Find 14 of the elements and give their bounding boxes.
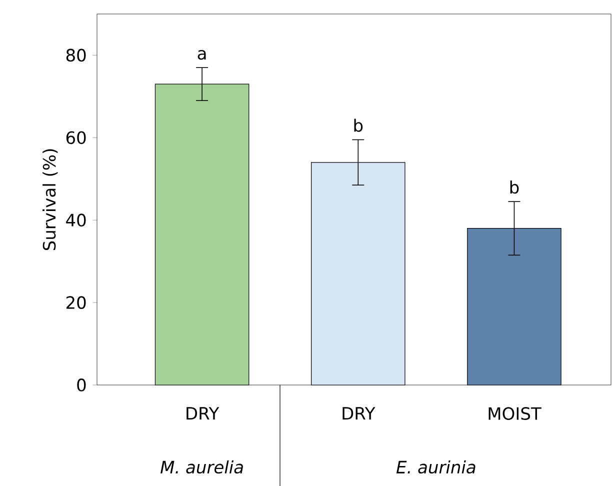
y-tick-label: 0 <box>77 378 86 392</box>
text: E. aurinia <box>396 460 476 474</box>
annotation: b <box>354 118 363 132</box>
x-tick-label: DRY <box>342 407 376 420</box>
y-axis-title: Survival (%) <box>42 149 58 250</box>
x-tick-label: MOIST <box>488 407 542 420</box>
x-tick-label: DRY <box>186 407 220 420</box>
y-tick-label: 60 <box>66 131 86 144</box>
text: M. aurelia <box>160 460 243 474</box>
annotation: a <box>198 50 206 60</box>
y-tick-label: 20 <box>66 296 86 309</box>
y-tick-label: 80 <box>66 48 86 62</box>
annotation: b <box>510 180 519 194</box>
y-tick-label: 40 <box>66 214 86 227</box>
